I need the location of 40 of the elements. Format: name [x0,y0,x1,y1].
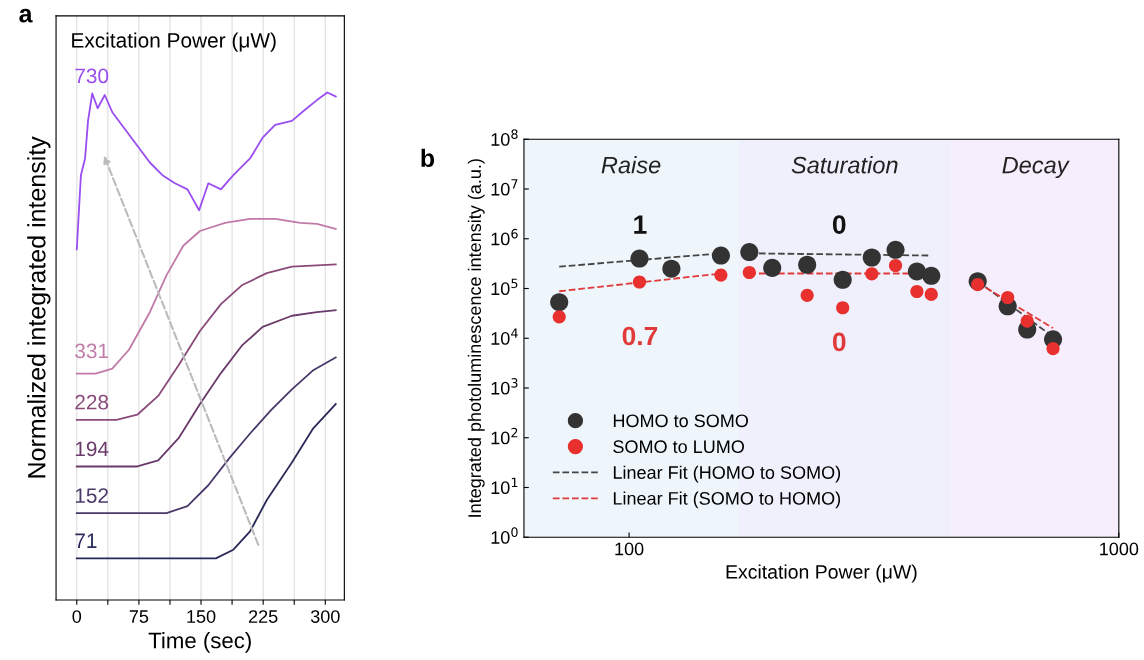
x-tick-label: 225 [249,610,278,623]
chart-title: a [19,8,33,23]
annotation: 0.7 [622,326,658,346]
series-label: 71 [75,533,97,548]
legend-label: SOMO to LUMO [613,440,744,454]
y-tick-label: 10$^{4}$ [491,328,518,345]
y-tick-label: 10$^{1}$ [491,477,518,495]
x-axis-title: Time (sec) [148,632,251,653]
y-axis-title: Integrated photoluminescence intensity (a.u.) [467,159,485,517]
x-tick-label: 150 [187,610,216,623]
x-tick-label: 75 [129,610,149,623]
legend-label: Linear Fit (HOMO to SOMO) [613,465,841,483]
annotation: 1 [634,215,647,234]
annotation: 0 [832,332,846,352]
band-label: Decay [1002,156,1070,179]
y-axis-title: Normalized integrated intensity [27,136,51,478]
x-tick-label: 0 [72,610,82,623]
x-axis-title: Excitation Power (μW) [726,564,917,583]
series-label: 228 [75,394,109,410]
y-tick-label: 10$^{5}$ [491,278,518,296]
x-tick-label: 300 [310,610,340,623]
series-label: 194 [75,441,109,457]
chart-title: b [421,148,435,168]
band-label: Saturation [791,156,898,174]
x-tick-label: 100 [615,542,644,556]
annotation: 0 [832,215,846,234]
y-tick-label: 10$^{2}$ [491,427,518,445]
legend-label: HOMO to SOMO [613,414,748,428]
x-tick-label: 1000 [1100,542,1139,556]
legend-title: Excitation Power (μW) [72,32,276,52]
series-label: 331 [75,343,109,359]
band-label: Raise [601,156,661,174]
y-tick-label: 10$^{6}$ [491,228,518,246]
y-tick-label: 10$^{0}$ [491,527,518,544]
y-tick-label: 10$^{8}$ [491,129,518,146]
series-label: 730 [75,68,109,84]
legend-label: Linear Fit (SOMO to HOMO) [613,491,841,509]
series-label: 152 [75,488,108,503]
y-tick-label: 10$^{3}$ [491,378,518,395]
y-tick-label: 10$^{7}$ [491,179,518,196]
